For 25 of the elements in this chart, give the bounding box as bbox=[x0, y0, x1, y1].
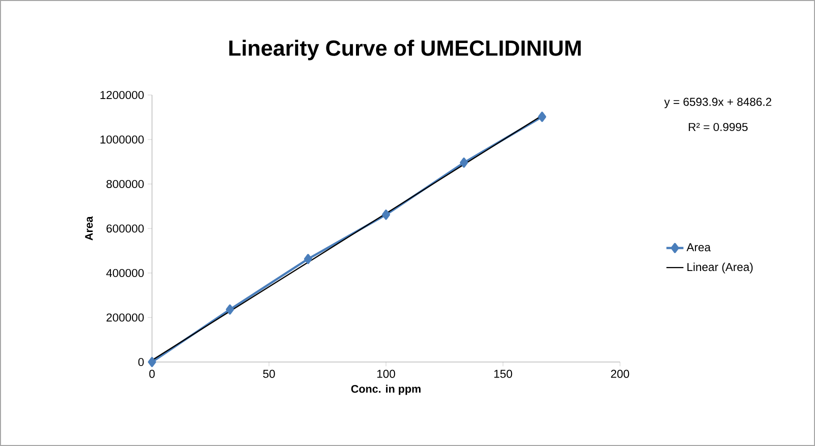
x-tick-label: 200 bbox=[611, 370, 630, 378]
y-tick-label: 0 bbox=[138, 358, 144, 366]
point bbox=[304, 254, 312, 264]
chart-title: Linearity Curve of UMECLIDINIUM bbox=[229, 40, 581, 60]
y-tick-label: 400000 bbox=[106, 268, 144, 278]
point bbox=[226, 304, 234, 315]
y-axis-title: Area bbox=[85, 216, 93, 240]
point bbox=[460, 158, 468, 168]
y-tick-label: 1200000 bbox=[100, 90, 144, 100]
point bbox=[538, 112, 546, 122]
x-tick-label: 0 bbox=[149, 370, 155, 378]
y-tick-label: 200000 bbox=[106, 313, 144, 322]
x-tick-label: 150 bbox=[494, 370, 512, 378]
x-axis-title: Conc. in ppm bbox=[351, 384, 421, 395]
y-tick-label: 1000000 bbox=[100, 135, 144, 144]
point bbox=[148, 356, 156, 368]
text: y = 6593.9x + 8486.2 bbox=[664, 98, 772, 108]
y-tick-label: 600000 bbox=[106, 224, 144, 233]
y-tick-label: 800000 bbox=[106, 180, 144, 188]
legend-label: Linear (Area) bbox=[687, 262, 753, 274]
x-tick-label: 100 bbox=[377, 370, 396, 378]
point bbox=[382, 210, 390, 220]
legend-label: Area bbox=[686, 243, 711, 252]
text: R² = 0.9995 bbox=[688, 122, 748, 132]
x-tick-label: 50 bbox=[263, 370, 275, 378]
